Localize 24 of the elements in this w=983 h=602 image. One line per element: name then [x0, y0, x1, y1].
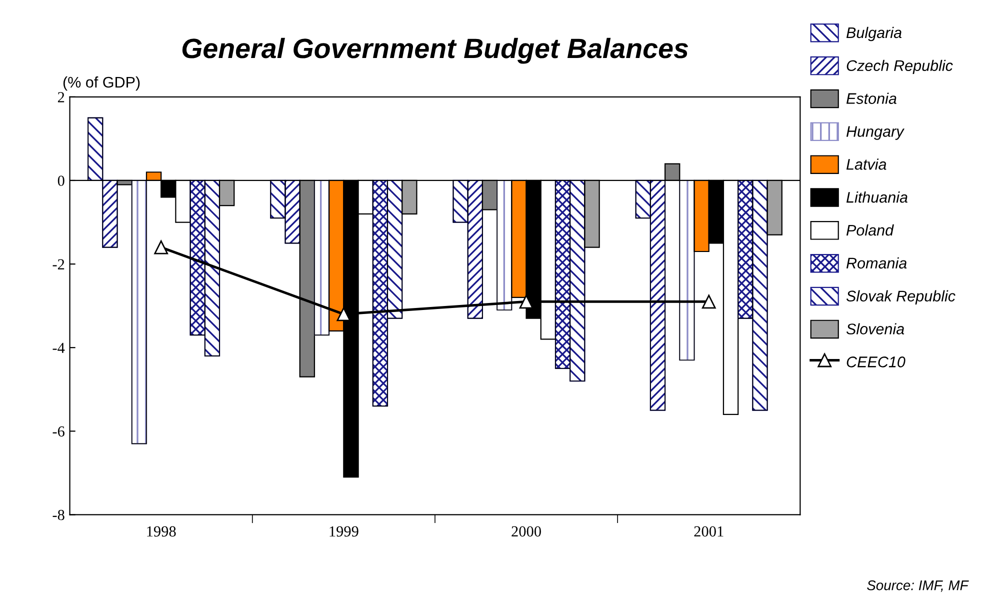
y-tick-label: -4	[52, 342, 65, 353]
y-tick-label: -6	[52, 426, 64, 437]
y-axis-title: (% of GDP)	[63, 76, 140, 91]
legend-label: Lithuania	[846, 192, 908, 203]
y-tick-label: 2	[58, 92, 64, 102]
legend-label: Bulgaria	[846, 26, 902, 42]
legend-label: Estonia	[846, 92, 896, 104]
x-tick-label: 2001	[694, 526, 724, 537]
legend-label: Hungary	[846, 126, 905, 140]
y-tick-label: -2	[52, 259, 64, 270]
legend-label: Latvia	[846, 158, 886, 170]
x-tick-label: 2000	[512, 526, 541, 537]
legend-label: Poland	[846, 224, 894, 236]
source-note: Source: IMF, MF	[867, 580, 969, 592]
legend-label: Slovak Republic	[846, 290, 956, 305]
x-tick-label: 1998	[147, 526, 176, 537]
chart-title: General Government Budget Balances	[182, 38, 688, 64]
legend-label: CEEC10	[846, 356, 906, 368]
y-tick-label: -8	[52, 510, 64, 520]
legend-label: Czech Republic	[846, 60, 953, 74]
legend-label: Romania	[846, 257, 907, 269]
y-tick-label: 0	[58, 176, 64, 186]
legend-label: Slovenia	[846, 323, 904, 334]
x-tick-label: 1999	[330, 526, 358, 537]
